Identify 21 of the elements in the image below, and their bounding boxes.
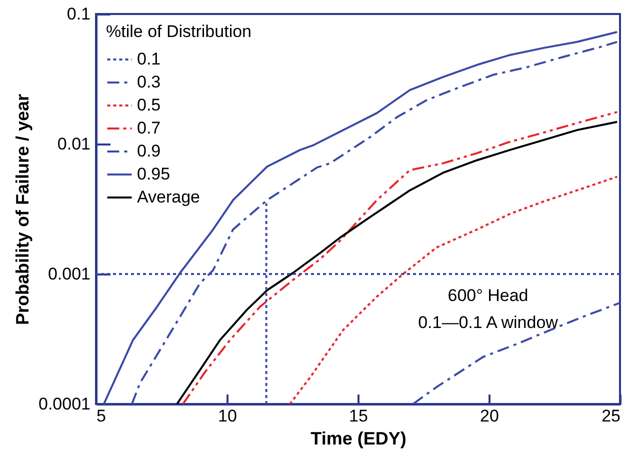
legend-label: 0.9 xyxy=(137,142,161,160)
y-tick-label: 0.0001 xyxy=(38,394,90,414)
y-axis-title: Probability of Failure / year xyxy=(12,94,33,326)
x-tick-label: 10 xyxy=(218,406,237,426)
legend-label: 0.7 xyxy=(137,118,161,138)
y-tick-label: 0.1 xyxy=(66,4,90,24)
legend-label: 0.3 xyxy=(137,72,161,92)
annotation: 600° Head xyxy=(448,286,528,305)
y-tick-label: 0.001 xyxy=(48,264,90,284)
x-tick-label: 5 xyxy=(96,406,106,426)
legend-label: Average xyxy=(137,188,200,206)
legend-label: 0.95 xyxy=(137,164,170,184)
y-tick-label: 0.01 xyxy=(57,134,90,154)
x-tick-label: 20 xyxy=(480,406,499,426)
x-tick-label: 25 xyxy=(602,406,620,426)
annotation: 0.1—0.1 A window xyxy=(418,313,559,332)
x-axis-title: Time (EDY) xyxy=(310,428,406,448)
legend-title: %tile of Distribution xyxy=(106,22,252,41)
legend-label: 0.5 xyxy=(137,96,161,114)
legend-label: 0.1 xyxy=(137,50,161,68)
x-tick-label: 15 xyxy=(349,406,368,426)
